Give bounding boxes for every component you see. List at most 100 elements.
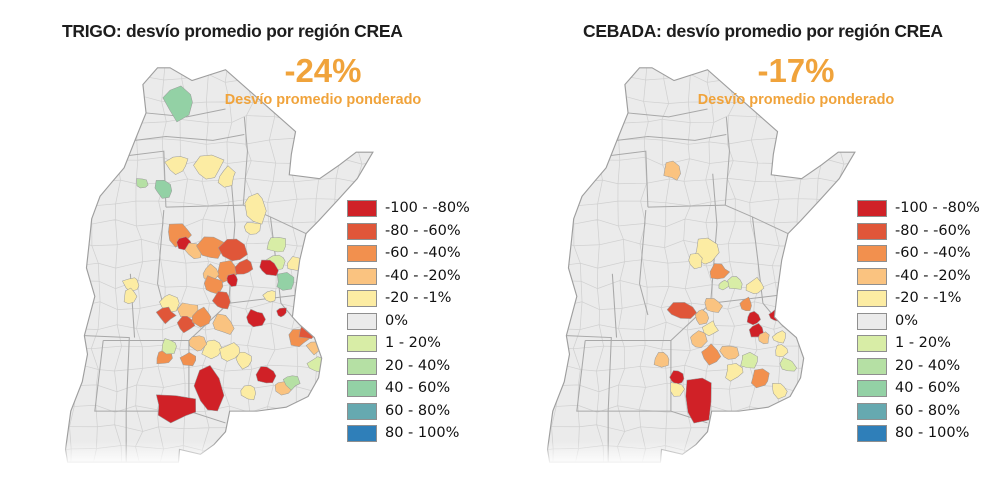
legend-swatch [347, 380, 377, 397]
legend-row: 80 - 100% [857, 425, 980, 442]
legend-row: 40 - 60% [347, 380, 470, 397]
map-region [246, 308, 266, 328]
legend-swatch [857, 357, 887, 375]
map-region [122, 277, 140, 292]
legend-swatch [857, 245, 887, 262]
legend-label: 80 - 100% [895, 425, 970, 441]
choropleth-map-trigo [64, 67, 374, 463]
legend-swatch [347, 425, 377, 442]
map-region [670, 382, 685, 397]
legend-row: -100 - -80% [857, 200, 980, 217]
legend-row: -20 - -1% [347, 290, 470, 307]
legend-row: 40 - 60% [857, 380, 980, 397]
map-region [255, 366, 277, 384]
map-region [204, 275, 224, 295]
legend-label: -60 - -40% [385, 245, 461, 261]
legend-row: -40 - -20% [857, 267, 980, 285]
map-region [234, 258, 254, 275]
map-region [219, 342, 241, 362]
map-region [775, 344, 789, 357]
legend-label: -20 - -1% [895, 290, 962, 306]
legend-row: -40 - -20% [347, 267, 470, 285]
map-region [688, 253, 703, 270]
map-region [217, 238, 248, 262]
legend-label: -100 - -80% [895, 200, 980, 216]
map-region [188, 335, 207, 352]
map-region [164, 156, 189, 175]
legend-row: -60 - -40% [857, 245, 980, 262]
legend-swatch [857, 380, 887, 397]
map-region [161, 338, 177, 355]
map-region [196, 236, 225, 259]
map-region [806, 369, 821, 383]
legend-label: 40 - 60% [385, 380, 451, 396]
legend-row: 60 - 80% [857, 402, 980, 420]
map-region [217, 165, 236, 188]
map-region [240, 384, 256, 401]
legend-label: 40 - 60% [895, 380, 961, 396]
map-region [123, 287, 138, 304]
legend-row: 20 - 40% [857, 357, 980, 375]
legend-row: 1 - 20% [347, 335, 470, 352]
headline-trigo: -24% Desvío promedio ponderado [225, 52, 422, 107]
map-region [701, 320, 719, 337]
map-region [179, 352, 196, 367]
map-region [758, 331, 770, 345]
legend-swatch [347, 200, 377, 217]
legend-row: 60 - 80% [347, 402, 470, 420]
legend-label: 1 - 20% [895, 335, 951, 351]
country-outline [64, 67, 374, 463]
legend-label: 20 - 40% [895, 357, 961, 374]
map-region [739, 296, 752, 312]
map-region [212, 291, 231, 310]
legend-swatch [347, 402, 377, 420]
legend-swatch [347, 312, 377, 330]
map-region [740, 352, 758, 369]
map-region [663, 160, 681, 181]
map-region [745, 276, 765, 294]
legend-row: 0% [857, 312, 980, 330]
map-region [779, 357, 797, 372]
legend-swatch [857, 200, 887, 217]
legend-row: 0% [347, 312, 470, 330]
legend-swatch [347, 245, 377, 262]
legend-label: -80 - -60% [385, 222, 461, 239]
legend-label: 60 - 80% [385, 402, 451, 419]
map-region [155, 394, 196, 424]
legend-row: 1 - 20% [857, 335, 980, 352]
legend-swatch [347, 357, 377, 375]
headline-caption-cebada: Desvío promedio ponderado [697, 91, 895, 108]
map-region [244, 192, 267, 225]
map-region [719, 345, 740, 360]
legend-row: 20 - 40% [347, 357, 470, 375]
panel-title-cebada: CEBADA: desvío promedio por región CREA [583, 20, 943, 41]
map-region [725, 363, 744, 382]
legend-swatch [347, 222, 377, 240]
headline-value-trigo: -24% [284, 52, 362, 89]
map-region [751, 368, 770, 389]
country-outline [546, 67, 856, 463]
legend-label: 80 - 100% [385, 425, 460, 441]
map-region [709, 263, 731, 280]
map-region [772, 383, 788, 400]
map-region [226, 273, 238, 287]
map-region [704, 298, 723, 313]
legend-label: -100 - -80% [385, 200, 470, 216]
map-region [320, 338, 336, 351]
map-region [243, 222, 261, 235]
map-region [685, 377, 712, 424]
map-region [701, 343, 722, 366]
legend-label: 20 - 40% [385, 357, 451, 374]
map-region [727, 276, 743, 290]
legend-label: 60 - 80% [895, 402, 961, 419]
legend-swatch [347, 267, 377, 285]
legend-row: -80 - -60% [857, 222, 980, 240]
panel-title-trigo: TRIGO: desvío promedio por región CREA [62, 20, 403, 41]
map-region [154, 179, 173, 199]
legend-label: -80 - -60% [895, 222, 971, 239]
map-region [193, 154, 225, 180]
map-region [324, 351, 343, 366]
map-region [155, 306, 177, 325]
headline-value-cebada: -17% [757, 52, 835, 89]
